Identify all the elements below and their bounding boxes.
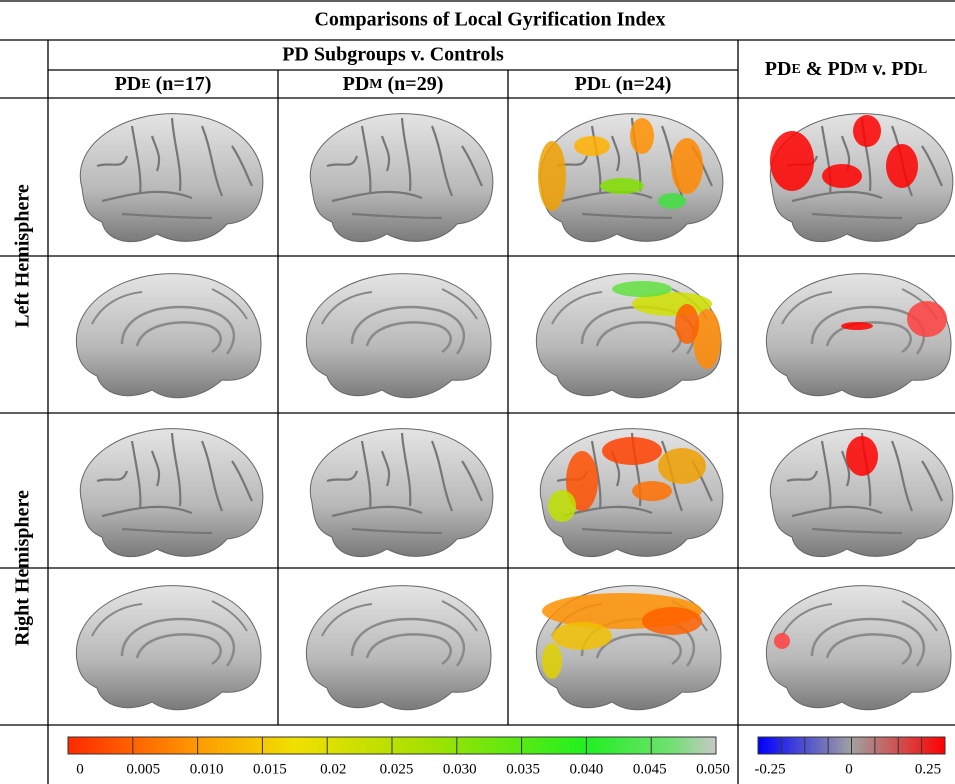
header-segment: (n=24)	[611, 73, 672, 95]
colorbar-tick-label: 0.050	[696, 761, 730, 777]
header-segment: E	[141, 77, 150, 92]
brain-image	[540, 429, 723, 557]
overlay-cluster	[907, 301, 947, 337]
brain-medial	[766, 586, 951, 710]
brain-image	[310, 429, 493, 557]
column-header: PDE & PDM v. PDL	[765, 58, 927, 80]
colorbar-tick-label: 0.035	[506, 761, 540, 777]
header-segment: M	[369, 77, 382, 92]
brain-lateral	[310, 429, 493, 557]
colorbar-tick-label: 0.010	[190, 761, 224, 777]
header-segment: PD	[575, 73, 602, 95]
header-segment: v. PD	[867, 58, 918, 80]
overlay-cluster	[770, 131, 814, 191]
brain-medial	[306, 274, 491, 398]
figure: Comparisons of Local Gyrification Index …	[0, 0, 955, 784]
overlay-cluster	[548, 490, 576, 522]
overlay-cluster	[671, 138, 703, 194]
header-segment: & PD	[801, 58, 854, 80]
overlay-cluster	[841, 322, 873, 330]
brain-image	[310, 114, 493, 242]
colorbar-tick-label: 0	[845, 761, 853, 777]
colorbar-tick-label: 0.25	[915, 761, 941, 777]
brain-image	[766, 274, 951, 398]
overlay-cluster	[642, 607, 702, 635]
brain-lateral	[80, 429, 263, 557]
header-segment: (n=29)	[383, 73, 444, 95]
column-header: PDE (n=17)	[115, 73, 212, 95]
column-header: PDM (n=29)	[343, 73, 444, 95]
overlay-cluster	[612, 281, 672, 297]
colorbar-tick-label: 0.025	[380, 761, 414, 777]
colorbar-tick-label: 0.015	[253, 761, 287, 777]
overlay-cluster	[602, 437, 662, 465]
colorbar-tick-label: 0	[76, 761, 84, 777]
overlay-cluster	[774, 633, 790, 649]
header-segment: L	[918, 62, 927, 77]
colorbar-tick-label: 0.045	[633, 761, 667, 777]
brain-image	[306, 586, 491, 710]
brain-image	[766, 586, 951, 710]
overlay-cluster	[886, 144, 918, 188]
header-segment: M	[854, 62, 867, 77]
colorbar-tick-label: 0.040	[570, 761, 604, 777]
brain-image	[536, 586, 721, 710]
header-segment: PD	[115, 73, 142, 95]
overlay-cluster	[538, 141, 566, 211]
overlay-cluster	[574, 136, 610, 156]
colorbar-tick-label: 0.030	[443, 761, 477, 777]
overlay-cluster	[822, 164, 862, 188]
brain-image	[770, 429, 953, 557]
colorbar-tick-label: 0.02	[320, 761, 346, 777]
column-header: PDL (n=24)	[575, 73, 672, 95]
brain-medial	[306, 586, 491, 710]
brain-lateral	[80, 114, 263, 242]
brain-image	[76, 586, 261, 710]
brain-image	[538, 114, 723, 242]
figure-title: Comparisons of Local Gyrification Index	[314, 9, 665, 31]
overlay-cluster	[630, 118, 654, 154]
brain-image	[80, 114, 263, 242]
colorbar-tick-label: -0.25	[754, 761, 785, 777]
overlay-cluster	[632, 481, 672, 501]
overlay-cluster	[853, 115, 881, 147]
colorbar-tick-label: 0.005	[126, 761, 160, 777]
group-header: PD Subgroups v. Controls	[282, 44, 504, 66]
brain-image	[76, 274, 261, 398]
header-segment: (n=17)	[151, 73, 212, 95]
brain-medial	[76, 586, 261, 710]
overlay-cluster	[658, 193, 686, 209]
overlay-cluster	[552, 622, 612, 650]
brain-image	[770, 114, 953, 242]
header-segment: PD	[765, 58, 792, 80]
overlay-cluster	[846, 436, 878, 476]
overlay-cluster	[600, 178, 644, 194]
row-label: Left Hemisphere	[12, 184, 34, 328]
row-label: Right Hemisphere	[12, 490, 34, 646]
page: {"title": "Comparisons of Local Gyrifica…	[0, 0, 955, 784]
brain-image	[306, 274, 491, 398]
header-segment: PD	[343, 73, 370, 95]
brain-image	[80, 429, 263, 557]
brain-medial	[76, 274, 261, 398]
brain-image	[536, 274, 721, 398]
overlay-cluster	[675, 304, 699, 344]
header-segment: E	[791, 62, 800, 77]
header-segment: L	[601, 77, 610, 92]
brain-lateral	[310, 114, 493, 242]
overlay-cluster	[542, 643, 562, 679]
overlay-cluster	[658, 448, 706, 484]
